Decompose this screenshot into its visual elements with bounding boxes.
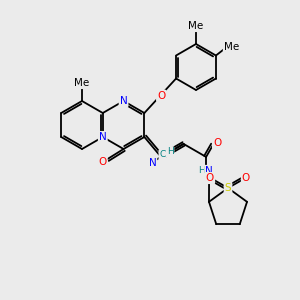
- Text: O: O: [213, 138, 221, 148]
- Text: O: O: [157, 91, 165, 101]
- Text: Me: Me: [224, 41, 239, 52]
- Text: O: O: [98, 157, 107, 167]
- Text: Me: Me: [188, 21, 204, 31]
- Text: H: H: [198, 167, 205, 176]
- Text: N: N: [148, 158, 156, 168]
- Text: N: N: [99, 132, 107, 142]
- Text: S: S: [225, 183, 231, 193]
- Text: N: N: [205, 166, 213, 176]
- Text: H: H: [167, 147, 173, 156]
- Text: C: C: [159, 150, 166, 159]
- Text: O: O: [206, 173, 214, 183]
- Text: O: O: [242, 173, 250, 183]
- Text: Me: Me: [74, 78, 90, 88]
- Text: N: N: [120, 96, 128, 106]
